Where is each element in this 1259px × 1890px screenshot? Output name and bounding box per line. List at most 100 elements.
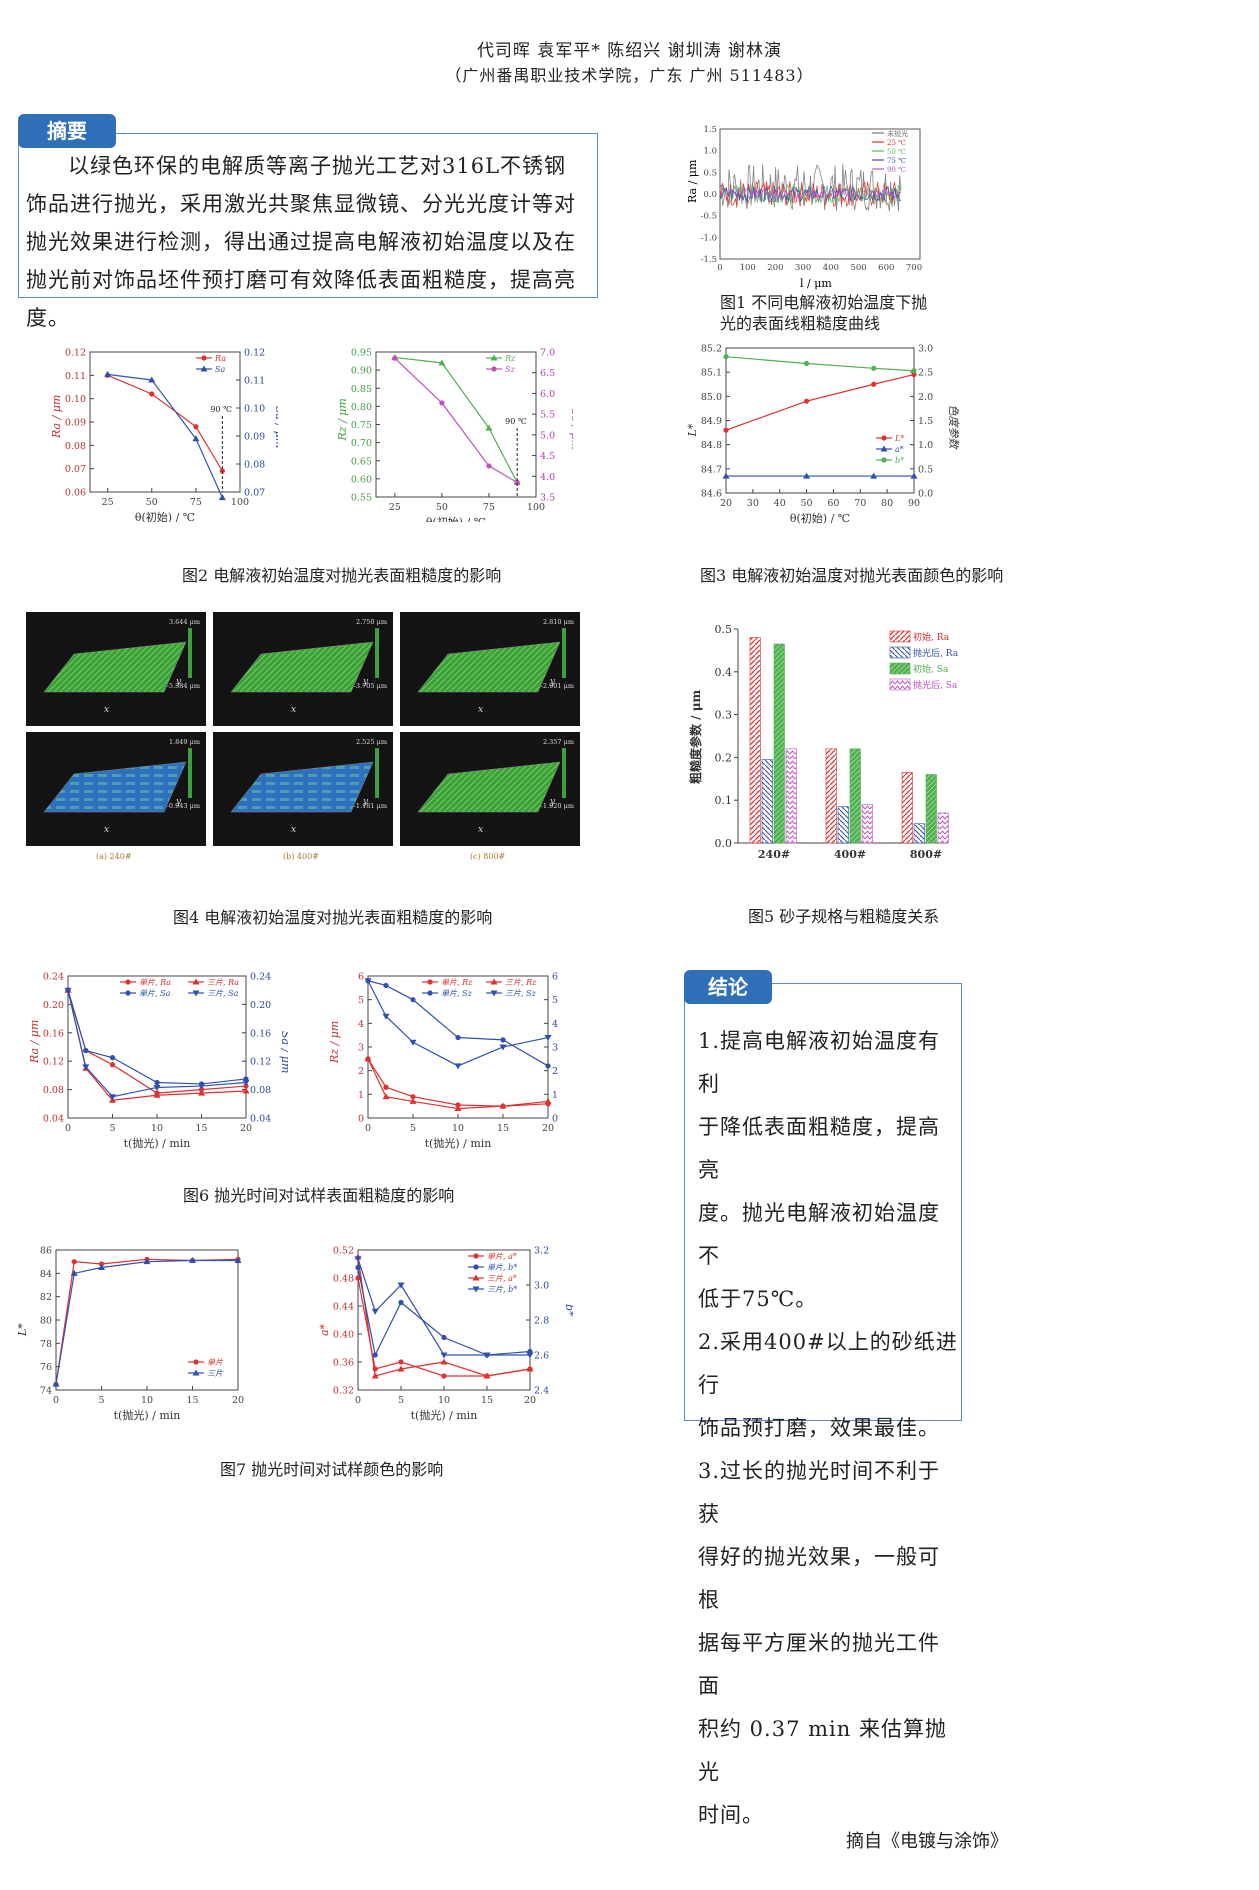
data-point [82,1064,90,1071]
x-tick-label: 30 [747,498,759,509]
fig6-left-chart: 0.24 0.20 0.16 0.12 0.08 0.04 0.24 0.20 0.16 0.12… [28,972,288,1151]
x-tick-label: 20 [720,498,732,509]
data-point [871,381,877,387]
data-point [243,1083,249,1089]
y2-tick-label: 4.0 [540,472,555,483]
legend-marker [491,366,497,372]
y-tick-label: 1.0 [703,147,717,157]
legend-label: 未抛光 [887,129,908,138]
data-point [910,472,918,479]
x-tick-label: 800# [910,848,942,861]
y-tick-label: 85.0 [701,392,722,403]
y2-tick-label: 2.8 [534,1316,549,1327]
legend-label: 三片, Sa [207,989,239,998]
y2-tick-label: 0.5 [918,464,933,475]
y2-tick-label: 7.0 [540,348,555,359]
y-tick-label: 0.3 [715,709,733,722]
data-point [723,427,729,433]
y-tick-label: 0.95 [351,348,372,359]
y2-tick-label: 0.24 [250,972,271,983]
legend-marker [125,979,131,985]
series-line [67,990,247,1085]
data-point [364,1055,372,1062]
y-tick-label: 0.07 [65,464,86,475]
conclusion-line: 3.过长的抛光时间不利于获 [698,1459,941,1526]
legend-label: 单片, Rz [441,978,473,987]
legend-label: 单片, Sz [441,989,473,998]
y-tick-label: 0.06 [65,488,86,499]
data-point [439,400,445,406]
y-tick-label: 84.8 [701,440,722,451]
legend-marker [472,1274,480,1281]
legend-marker [427,990,433,996]
x-tick-label: 20 [240,1123,252,1134]
y-tick-label: 0.5 [703,168,717,178]
bar [837,806,849,844]
y2-tick-label: 2.5 [918,368,933,379]
data-point [149,391,155,397]
data-point [911,368,917,374]
legend-label: Rz [504,354,516,363]
y2-axis-label: 色度参数 [947,405,960,451]
x-tick-label: 20 [542,1123,554,1134]
scale-max-label: 1.849 μm [169,738,200,746]
data-point [218,494,226,501]
legend-label: 三片, b* [487,1285,517,1294]
data-point [242,1080,250,1086]
annotation-label: 90 ℃ [210,405,232,414]
y2-tick-label: 1 [552,1090,558,1101]
profile-line [719,187,902,201]
data-point [544,1097,552,1104]
y-tick-label: 0.75 [351,420,372,431]
y-axis-label: Ra / μm [28,1020,41,1064]
axis-x-label: x [291,705,296,715]
data-point [372,1352,378,1358]
scale-min-label: -1.920 μm [541,802,574,810]
series-line [67,990,247,1098]
y-tick-label: 3 [358,1043,364,1054]
legend-label: 三片, Rz [505,978,537,987]
y-tick-label: 1 [358,1090,364,1101]
profile-line [719,164,902,212]
y2-tick-label: 0.12 [250,1057,271,1068]
axis-x-label: x [291,825,296,835]
series-line [725,356,915,372]
y-tick-label: 84.6 [701,489,722,500]
y-tick-label: 0.20 [43,1000,64,1011]
data-point [803,472,811,479]
data-point [438,359,446,366]
legend-label: a* [895,445,904,454]
series-line [725,373,915,431]
surface-map [417,761,561,813]
bar [861,804,873,844]
y-tick-label: 80 [40,1316,52,1327]
legend-marker [193,1359,199,1365]
fig5-chart: 0.5 0.4 0.3 0.2 0.1 0.0 粗糙度参数 / μm 240# 400# 800#… [688,623,959,861]
y-tick-label: 78 [40,1339,52,1350]
conclusion-line: 据每平方厘米的抛光工件面 [698,1631,940,1698]
x-tick-label: 15 [497,1123,509,1134]
axis-y-label: y [175,677,182,687]
data-point [242,1087,250,1094]
abstract-label: 摘要 [18,114,116,148]
color-scale-bar [188,748,192,798]
data-point [409,1039,417,1046]
legend-marker [427,979,433,985]
y2-tick-label: 6 [552,972,558,983]
x-tick-label: 75 [483,502,495,513]
x-tick-label: 10 [452,1123,464,1134]
color-scale-bar [562,628,566,678]
fig4-images: 3.644 μm -5.384 μm x y 2.750 μm -3.705 μm x y 2.… [26,612,580,861]
fig3-chart: 85.2 85.1 85.0 84.9 84.8 84.7 84.6 3.0 2.5 2.0 1.5… [686,344,960,526]
data-point [544,1035,552,1042]
data-point [52,1380,60,1387]
fig1-caption: 图1 不同电解液初始温度下抛光的表面线粗糙度曲线 [720,293,928,333]
legend-marker [473,1253,479,1259]
legend-label: 单片, Ra [139,978,171,987]
x-tick-label: 240# [758,848,790,861]
data-point [499,1102,507,1109]
fig2-left-chart: 0.12 0.11 0.10 0.09 0.08 0.07 0.06 0.12 0.11 0.10… [50,348,278,523]
data-point [70,1269,78,1276]
x-tick-label: 50 [436,502,448,513]
data-point [383,982,389,989]
